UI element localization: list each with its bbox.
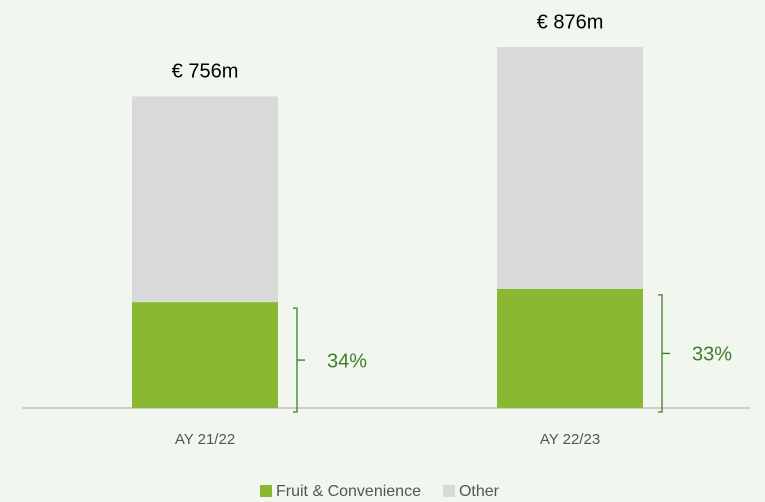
share-label: 33% xyxy=(692,344,732,366)
x-tick-label: AY 22/23 xyxy=(540,431,600,448)
legend-swatch xyxy=(260,485,272,497)
legend-swatch xyxy=(442,485,455,497)
legend-label: Fruit & Convenience xyxy=(276,483,421,500)
share-bracket xyxy=(293,307,305,413)
bar-segment xyxy=(497,47,643,289)
total-label: € 876m xyxy=(537,11,604,33)
bar-segment xyxy=(497,288,643,408)
x-tick-label: AY 21/22 xyxy=(175,431,235,448)
bar-segment xyxy=(132,96,278,303)
legend-label: Other xyxy=(459,483,500,500)
share-label: 34% xyxy=(327,350,367,372)
total-label: € 756m xyxy=(172,61,239,83)
share-bracket xyxy=(658,294,670,413)
bar-segment xyxy=(132,302,278,408)
